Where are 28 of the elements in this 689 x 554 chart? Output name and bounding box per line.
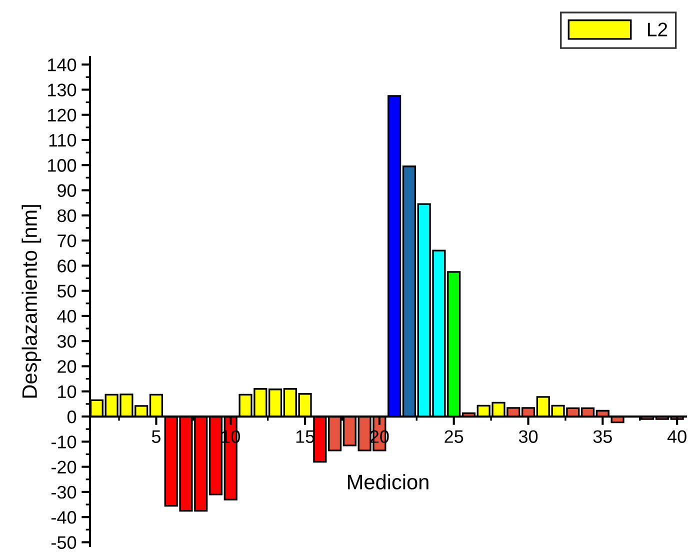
y-tick-label: 100	[48, 159, 76, 172]
x-tick-label: 35	[593, 430, 612, 443]
x-tick-label: 30	[518, 430, 538, 443]
y-tick-label: 130	[48, 84, 76, 96]
y-axis-title: Desplazamiento [nm]	[22, 205, 42, 398]
y-tick-label: 0	[67, 410, 76, 424]
y-tick-label: -40	[52, 511, 76, 524]
legend-label: L2	[648, 22, 668, 36]
y-tick-label: 40	[57, 310, 76, 323]
y-tick-label: 80	[58, 209, 76, 222]
y-tick-label: 120	[48, 108, 76, 122]
y-tick-label: 50	[57, 284, 76, 298]
x-tick-label: 40	[667, 430, 686, 443]
y-tick-label: -50	[52, 536, 76, 549]
x-tick-label: 25	[444, 430, 464, 443]
y-tick-label: 60	[58, 260, 76, 272]
y-tick-label: 110	[49, 134, 76, 147]
y-tick-label: -20	[52, 460, 76, 474]
x-tick-label: 5	[152, 430, 160, 443]
y-tick-label: 20	[58, 360, 76, 373]
y-tick-label: 70	[58, 234, 76, 248]
y-tick-label: -10	[52, 436, 76, 448]
y-tick-label: 30	[57, 335, 76, 348]
y-tick-label: 10	[58, 385, 76, 398]
x-axis-title: Medicion	[348, 474, 428, 490]
y-tick-label: -30	[52, 486, 76, 499]
y-tick-label: 140	[48, 58, 76, 72]
y-tick-label: 90	[58, 184, 76, 197]
